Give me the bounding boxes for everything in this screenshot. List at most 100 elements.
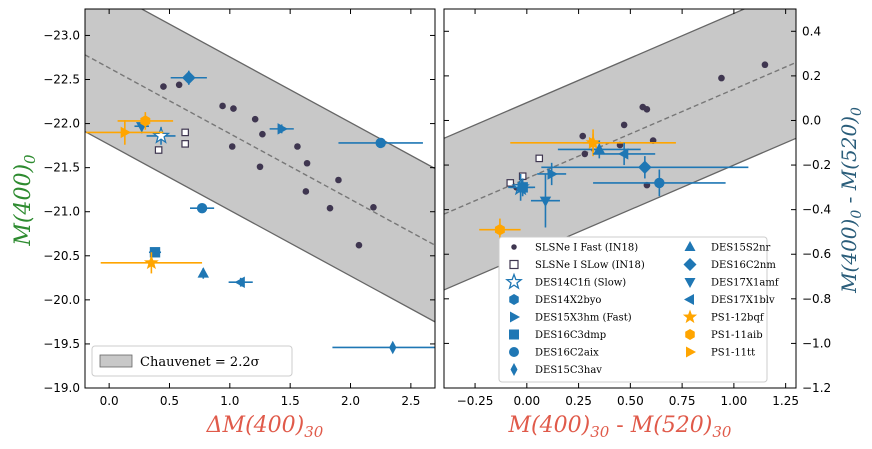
right-panel: −0.25 0.00 0.25 0.50 0.75 1.00 1.25−1.2 −1.0 −0.… [443, 8, 831, 408]
legend-label: PS1-12bqf [711, 313, 765, 324]
legend-label: DES14X2byo [535, 295, 601, 306]
left-fast-sn-point [303, 159, 311, 167]
chauvenet-legend-swatch [99, 354, 133, 368]
marker-des15s2nr [593, 143, 606, 154]
object-des16c2aix [190, 202, 215, 214]
left-ytick-label: −19.0 [43, 381, 80, 395]
marker-des15x3hm [547, 168, 558, 180]
object-des16c2aix [593, 169, 726, 197]
legend-label: DES16C2nm [711, 260, 776, 271]
right-fast-sn-point [761, 61, 769, 69]
object-des17x1blv [593, 142, 656, 166]
right-ytick-label: −1.0 [802, 336, 831, 350]
legend-entry-slsne-i-slow-in18: SLSNe I SLow (IN18) [509, 259, 645, 271]
left-slow-sn-point [154, 146, 163, 154]
right-fast-sn-point [620, 121, 628, 129]
marker-ps1-12bqf [143, 255, 159, 270]
right-xlabel: M(400)30 - M(520)30 [508, 413, 732, 441]
left-xtick-label: 0.5 [160, 394, 179, 408]
legend-entry-ps1-12bqf: PS1-12bqf [682, 309, 765, 324]
left-ytick-label: −23.0 [43, 28, 80, 42]
legend-marker-ps1-11tt [686, 346, 696, 358]
right-xtick-label: 1.00 [721, 394, 748, 408]
legend-marker-des14x2byo [509, 294, 519, 305]
left-axes-frame [84, 8, 436, 389]
marker-des16c2nm [638, 160, 652, 175]
left-xtick-label: 0.0 [100, 394, 119, 408]
right-ytick-label: 0.2 [802, 69, 821, 83]
left-fast-sn-point [370, 204, 377, 211]
legend-marker-des16c3dmp [509, 329, 519, 340]
right-ytick-label: −0.8 [802, 292, 831, 306]
object-ps1-11aib [117, 112, 174, 130]
object-des17x1blv [228, 276, 253, 288]
left-trend-line [85, 54, 435, 246]
right-ytick-label: −0.4 [802, 203, 831, 217]
right-xtick-label: 1.25 [772, 394, 799, 408]
object-des16c2nm [541, 156, 749, 179]
marker-des16c3dmp [517, 182, 528, 193]
object-des15c3hav [332, 340, 435, 355]
left-fast-sn-point [230, 105, 237, 112]
left-fast-sn-point [228, 143, 236, 150]
right-axes-frame [443, 8, 797, 389]
legend-marker-des15c3hav [510, 363, 518, 376]
legend-label: DES16C2aix [535, 348, 599, 359]
left-fast-sn-point [256, 163, 264, 171]
left-xtick-label: 2.5 [401, 394, 420, 408]
left-band-edge-lower [85, 130, 435, 323]
chauvenet-legend: Chauvenet = 2.2σ [91, 345, 293, 377]
left-ytick-label: −21.5 [43, 161, 80, 175]
legend-marker-des15x3hm-fast [510, 311, 520, 323]
left-ytick-label: −21.0 [43, 205, 80, 219]
legend-marker-ps1-12bqf [682, 309, 698, 324]
marker-des15s2nr [197, 267, 209, 278]
marker-des15c3hav [389, 340, 397, 355]
legend-marker-des16c2aix [509, 347, 519, 357]
left-fast-sn-point [294, 143, 301, 150]
right-ytick-label: −0.6 [802, 247, 831, 261]
legend-label: DES17X1amf [711, 278, 780, 289]
marker-ps1-11tt [120, 126, 132, 139]
right-fast-sn-point [581, 150, 589, 158]
left-xtick-label: 1.5 [281, 394, 300, 408]
right-xtick-label: 0.00 [513, 394, 540, 408]
left-slow-sn-point [181, 140, 189, 148]
object-ps1-11tt [86, 120, 164, 145]
left-fast-sn-point [259, 130, 266, 138]
marker-des16c2aix [654, 177, 665, 189]
left-chauvenet-band [85, 9, 435, 322]
object-des15x3hm [269, 123, 294, 135]
legend-label: DES16C3dmp [535, 330, 606, 341]
marker-des17x1amf [539, 196, 552, 207]
right-xtick-label: 0.75 [669, 394, 696, 408]
left-fast-sn-point [251, 115, 259, 123]
left-ytick-label: −19.5 [43, 337, 80, 351]
right-ytick-label: −1.2 [802, 381, 831, 395]
left-xlabel: ΔM(400)30 [206, 413, 324, 441]
legend-marker-des17x1amf [684, 278, 696, 288]
right-fast-sn-point [579, 132, 587, 140]
object-des15x3hm [537, 162, 567, 186]
legend-marker-des17x1blv [684, 294, 694, 305]
marker-des15x3hm [277, 123, 288, 135]
legend-label: SLSNe I SLow (IN18) [535, 260, 645, 271]
object-ps1-11tt [582, 133, 604, 152]
right-xtick-label: 0.25 [565, 394, 592, 408]
left-xtick-label: 2.0 [341, 394, 360, 408]
object-ps1-12bqf [100, 252, 203, 274]
left-panel: 0.0 0.5 1.0 1.5 2.0 2.5 −19.0 −19.5 −20.0 −20.5 −2… [43, 8, 436, 408]
object-des17x1amf [530, 173, 560, 228]
left-slow-sn-point [181, 128, 189, 137]
marker-des16c2nm [182, 70, 196, 85]
legend-marker-des14c1fi-slow [505, 272, 523, 290]
legend-entry-des15c3hav: DES15C3hav [510, 363, 602, 376]
left-ytick-label: −20.5 [43, 249, 80, 263]
legend-entry-des14c1fi-slow: DES14C1fi (Slow) [505, 272, 626, 290]
object-des14c1fi [146, 126, 176, 145]
legend-entry-des17x1amf: DES17X1amf [684, 278, 780, 289]
object-des16c2aix [338, 137, 423, 149]
legend-marker-des15s2nr [684, 241, 696, 251]
right-band-edge-lower [444, 9, 746, 139]
